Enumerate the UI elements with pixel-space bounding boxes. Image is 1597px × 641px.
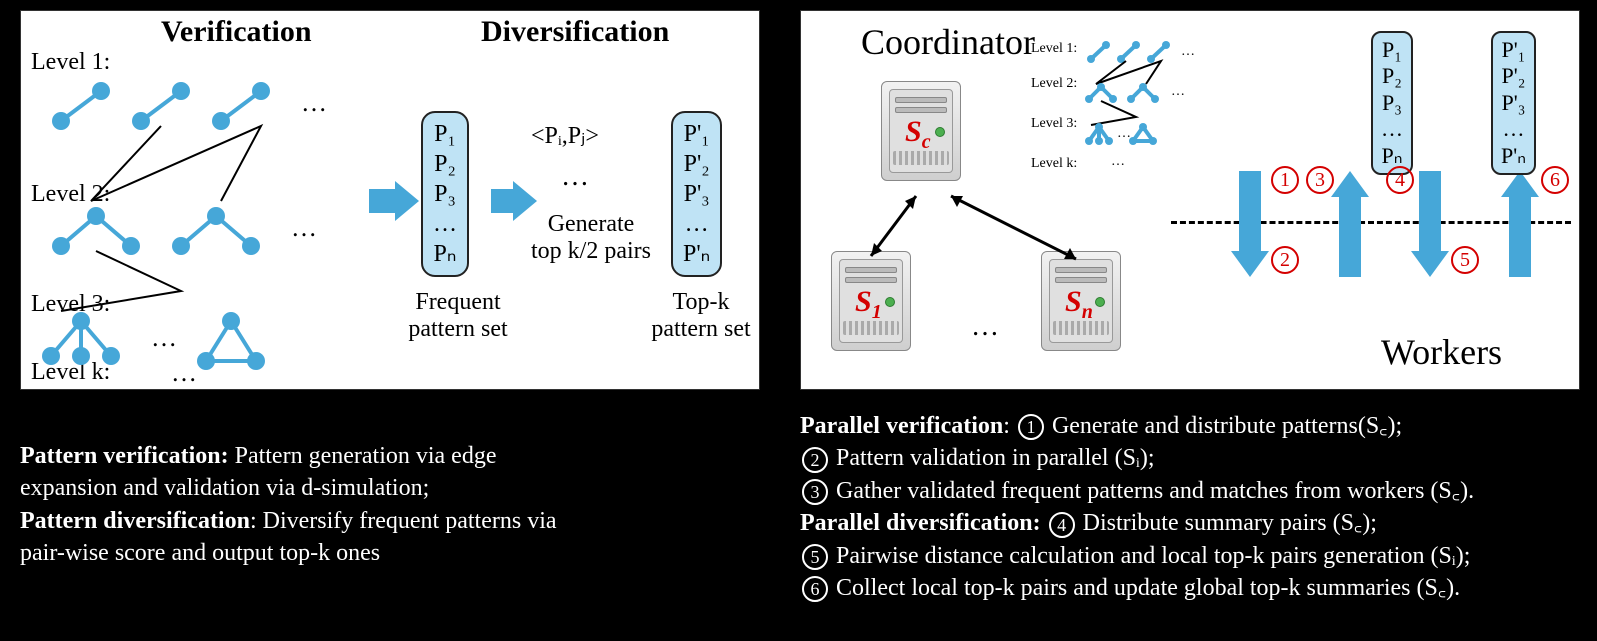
- label-generate-pairs: Generatetop k/2 pairs: [521, 211, 661, 265]
- graph-levels-svg: … … … …: [31, 71, 411, 411]
- step-circle-1: 1: [1271, 166, 1299, 194]
- svg-text:…: …: [151, 323, 177, 352]
- p-box: P₁P₂P₃…Pₙ: [1371, 31, 1413, 175]
- step-circle-6: 6: [1541, 166, 1569, 194]
- pprime-box: P'₁P'₂P'₃…P'ₙ: [1491, 31, 1536, 175]
- svg-text:…: …: [1181, 44, 1195, 59]
- label-topk-pattern: Top-kpattern set: [646, 289, 756, 343]
- svg-text:…: …: [1171, 84, 1185, 99]
- label-pair-ellipsis: …: [561, 161, 589, 193]
- header-verification: Verification: [161, 15, 312, 49]
- svg-text:…: …: [1117, 126, 1131, 141]
- svg-text:…: …: [171, 358, 197, 387]
- mini-level1: Level 1:: [1031, 41, 1077, 57]
- right-diagram-panel: Coordinator Workers Sc S1 Sn … Level 1: …: [800, 10, 1580, 390]
- mini-level3: Level 3:: [1031, 116, 1077, 132]
- right-caption: Parallel verification: 1 Generate and di…: [800, 410, 1590, 604]
- svg-text:…: …: [1111, 154, 1125, 169]
- title-workers: Workers: [1381, 331, 1502, 373]
- left-diagram-panel: Verification Diversification Level 1: Le…: [20, 10, 760, 390]
- topk-pattern-box: P'₁ P'₂ P'₃ … P'ₙ: [671, 111, 722, 277]
- step-circle-2: 2: [1271, 246, 1299, 274]
- step-circle-5: 5: [1451, 246, 1479, 274]
- svg-text:…: …: [301, 88, 327, 117]
- svg-text:…: …: [291, 213, 317, 242]
- mini-level2: Level 2:: [1031, 76, 1077, 92]
- frequent-pattern-box: P₁ P₂ P₃ … Pₙ: [421, 111, 469, 277]
- label-pair: <Pᵢ,Pⱼ>: [531, 121, 599, 150]
- header-diversification: Diversification: [481, 15, 669, 49]
- left-caption: Pattern verification: Pattern generation…: [20, 440, 740, 570]
- mini-levelk: Level k:: [1031, 156, 1077, 172]
- step-circle-4: 4: [1386, 166, 1414, 194]
- mini-graph-svg: … … … …: [1081, 39, 1241, 179]
- step-circle-3: 3: [1306, 166, 1334, 194]
- label-frequent-pattern: Frequentpattern set: [403, 289, 513, 343]
